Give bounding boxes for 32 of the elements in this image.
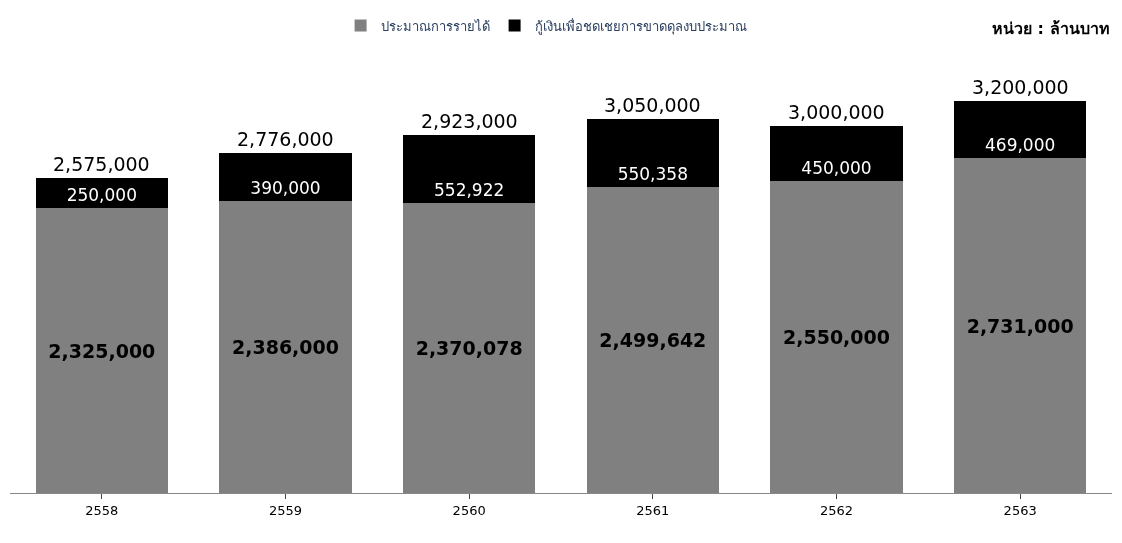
- data-label: 2,550,000: [783, 325, 890, 348]
- legend-label: ประมาณการรายได้: [380, 18, 490, 34]
- x-tick-label: 2559: [268, 502, 303, 518]
- legend-label: กู้เงินเพื่อชดเชยการขาดดุลงบประมาณ: [534, 17, 747, 35]
- total-label: 3,050,000: [604, 94, 701, 116]
- x-tick-label: 2558: [85, 502, 119, 518]
- data-label: 2,325,000: [48, 339, 156, 362]
- data-label: 552,922: [434, 179, 505, 200]
- data-label: 550,358: [617, 163, 688, 184]
- data-label: 390,000: [250, 177, 321, 198]
- text: หน่วย : ล้านบาท: [992, 19, 1110, 38]
- x-tick-label: 2561: [636, 502, 670, 518]
- x-tick-label: 2562: [819, 502, 854, 518]
- data-label: 469,000: [985, 135, 1056, 156]
- data-label: 450,000: [801, 157, 872, 178]
- bar: [403, 134, 536, 203]
- total-label: 2,776,000: [237, 128, 334, 150]
- total-label: 2,575,000: [53, 153, 150, 175]
- data-label: 2,731,000: [966, 314, 1074, 337]
- x-tick-label: 2563: [1003, 502, 1037, 518]
- data-label: 2,370,078: [415, 336, 523, 359]
- bar: [954, 101, 1087, 159]
- data-label: 2,499,642: [599, 328, 707, 351]
- bar: [770, 125, 903, 181]
- total-label: 2,923,000: [421, 110, 518, 132]
- x-tick-label: 2560: [452, 502, 486, 518]
- total-label: 3,000,000: [788, 101, 885, 123]
- data-label: 250,000: [66, 185, 137, 206]
- bar: [219, 152, 352, 201]
- data-label: 2,386,000: [232, 335, 339, 358]
- total-label: 3,200,000: [972, 76, 1069, 98]
- bar: [586, 119, 719, 187]
